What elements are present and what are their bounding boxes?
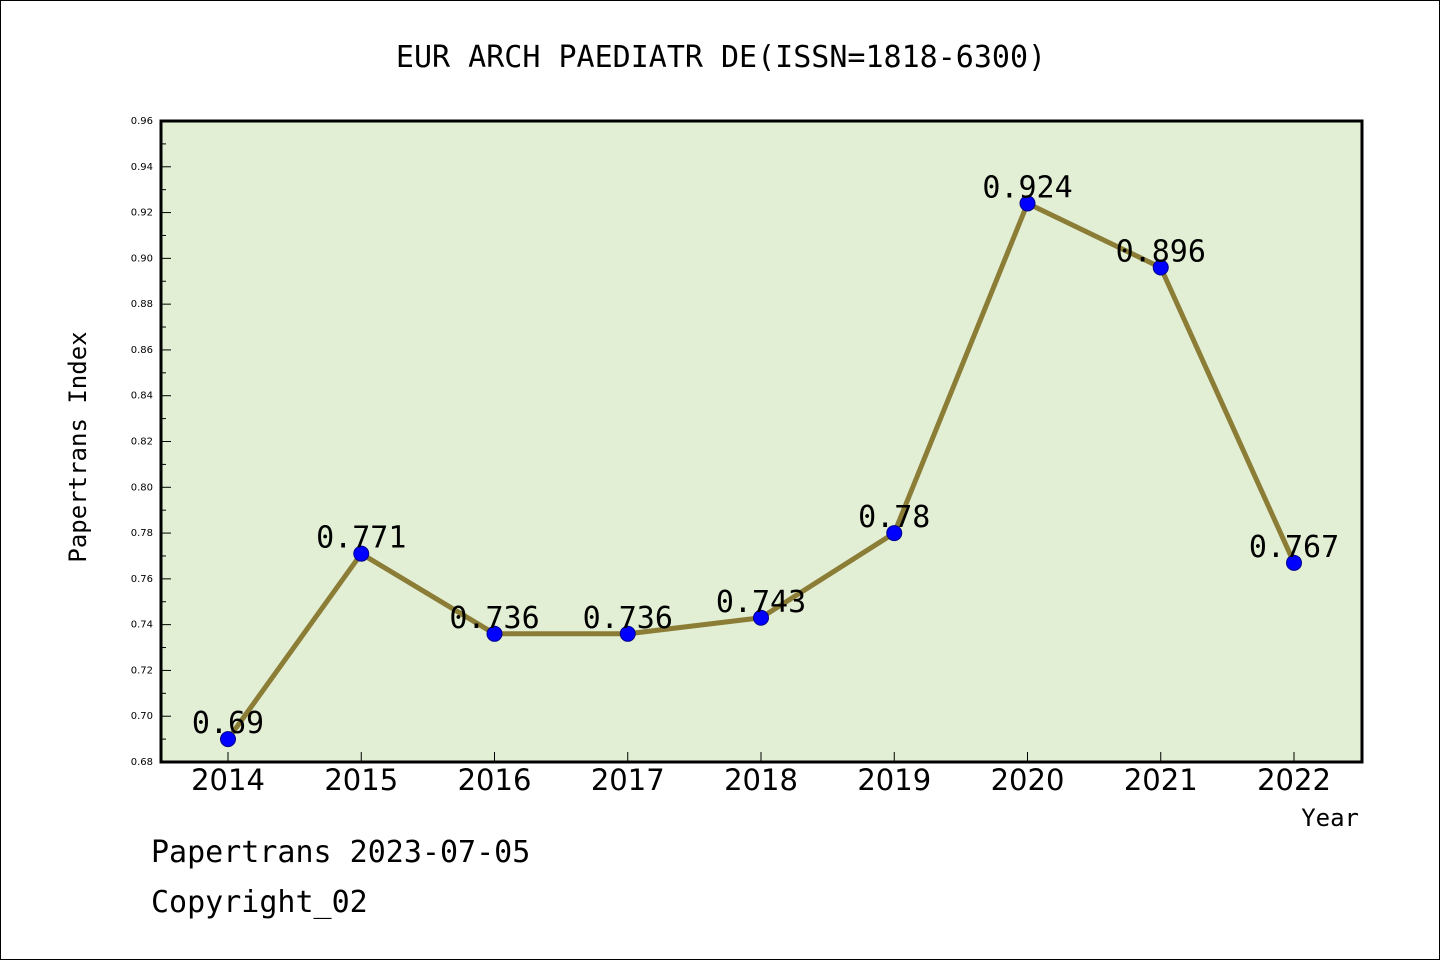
series-markers — [220, 195, 1302, 748]
data-label: 0.736 — [449, 601, 539, 636]
plot-area — [159, 119, 1364, 764]
y-axis-label: Papertrans Index — [64, 331, 92, 562]
y-tick-label: 0.82 — [131, 437, 153, 448]
y-tick-label: 0.72 — [131, 665, 153, 676]
x-axis-label: Year — [1301, 804, 1359, 832]
y-tick-label: 0.78 — [131, 528, 153, 539]
y-tick-label: 0.96 — [131, 116, 153, 127]
x-tick-label: 2019 — [857, 763, 931, 797]
y-tick-label: 0.84 — [131, 391, 153, 402]
data-point — [220, 731, 236, 748]
chart-title: EUR ARCH PAEDIATR DE(ISSN=1818-6300) — [396, 40, 1046, 75]
y-tick-label: 0.90 — [131, 253, 153, 264]
x-tick-label: 2015 — [324, 763, 398, 797]
y-tick-label: 0.86 — [131, 345, 153, 356]
data-point — [353, 545, 370, 562]
data-label: 0.896 — [1116, 235, 1206, 270]
footer-date: Papertrans 2023-07-05 — [151, 835, 531, 870]
data-label: 0.771 — [316, 521, 406, 556]
data-label: 0.743 — [716, 585, 806, 620]
x-tick-label: 2020 — [991, 763, 1065, 797]
x-tick-label: 2018 — [724, 763, 798, 797]
y-tick-label: 0.68 — [131, 757, 153, 768]
data-label: 0.78 — [858, 500, 930, 535]
x-tick-label: 2014 — [191, 763, 265, 797]
x-axis: 2014 2015 2016 2017 2018 2019 2020 2021 2022 — [191, 752, 1331, 797]
y-tick-label: 0.74 — [131, 620, 153, 631]
data-labels: 0.69 0.771 0.736 0.736 0.743 0.78 0.924 0.896 0.… — [192, 170, 1339, 741]
data-point — [1286, 554, 1302, 571]
data-point — [753, 609, 769, 626]
footer-copyright: Copyright_02 — [151, 885, 368, 920]
x-tick-label: 2021 — [1124, 763, 1198, 797]
data-label: 0.69 — [192, 706, 264, 741]
y-tick-label: 0.70 — [131, 711, 153, 722]
y-tick-label: 0.80 — [131, 482, 153, 493]
x-tick-label: 2022 — [1257, 763, 1331, 797]
data-point — [886, 525, 903, 542]
y-axis: 0.68 0.70 0.72 0.74 0.76 0.78 0.80 0.82 0.84 0.86… — [131, 116, 171, 768]
y-tick-label: 0.94 — [131, 162, 153, 173]
y-tick-label: 0.76 — [131, 574, 153, 585]
data-point — [486, 625, 503, 642]
y-tick-label: 0.92 — [131, 208, 153, 219]
y-tick-label: 0.88 — [131, 299, 153, 310]
data-label: 0.767 — [1249, 530, 1339, 565]
data-point — [1152, 259, 1169, 276]
data-label: 0.736 — [583, 601, 673, 636]
data-label: 0.924 — [982, 170, 1072, 205]
x-tick-label: 2016 — [458, 763, 532, 797]
x-tick-label: 2017 — [591, 763, 665, 797]
data-point — [1019, 195, 1036, 212]
data-point — [619, 625, 636, 642]
